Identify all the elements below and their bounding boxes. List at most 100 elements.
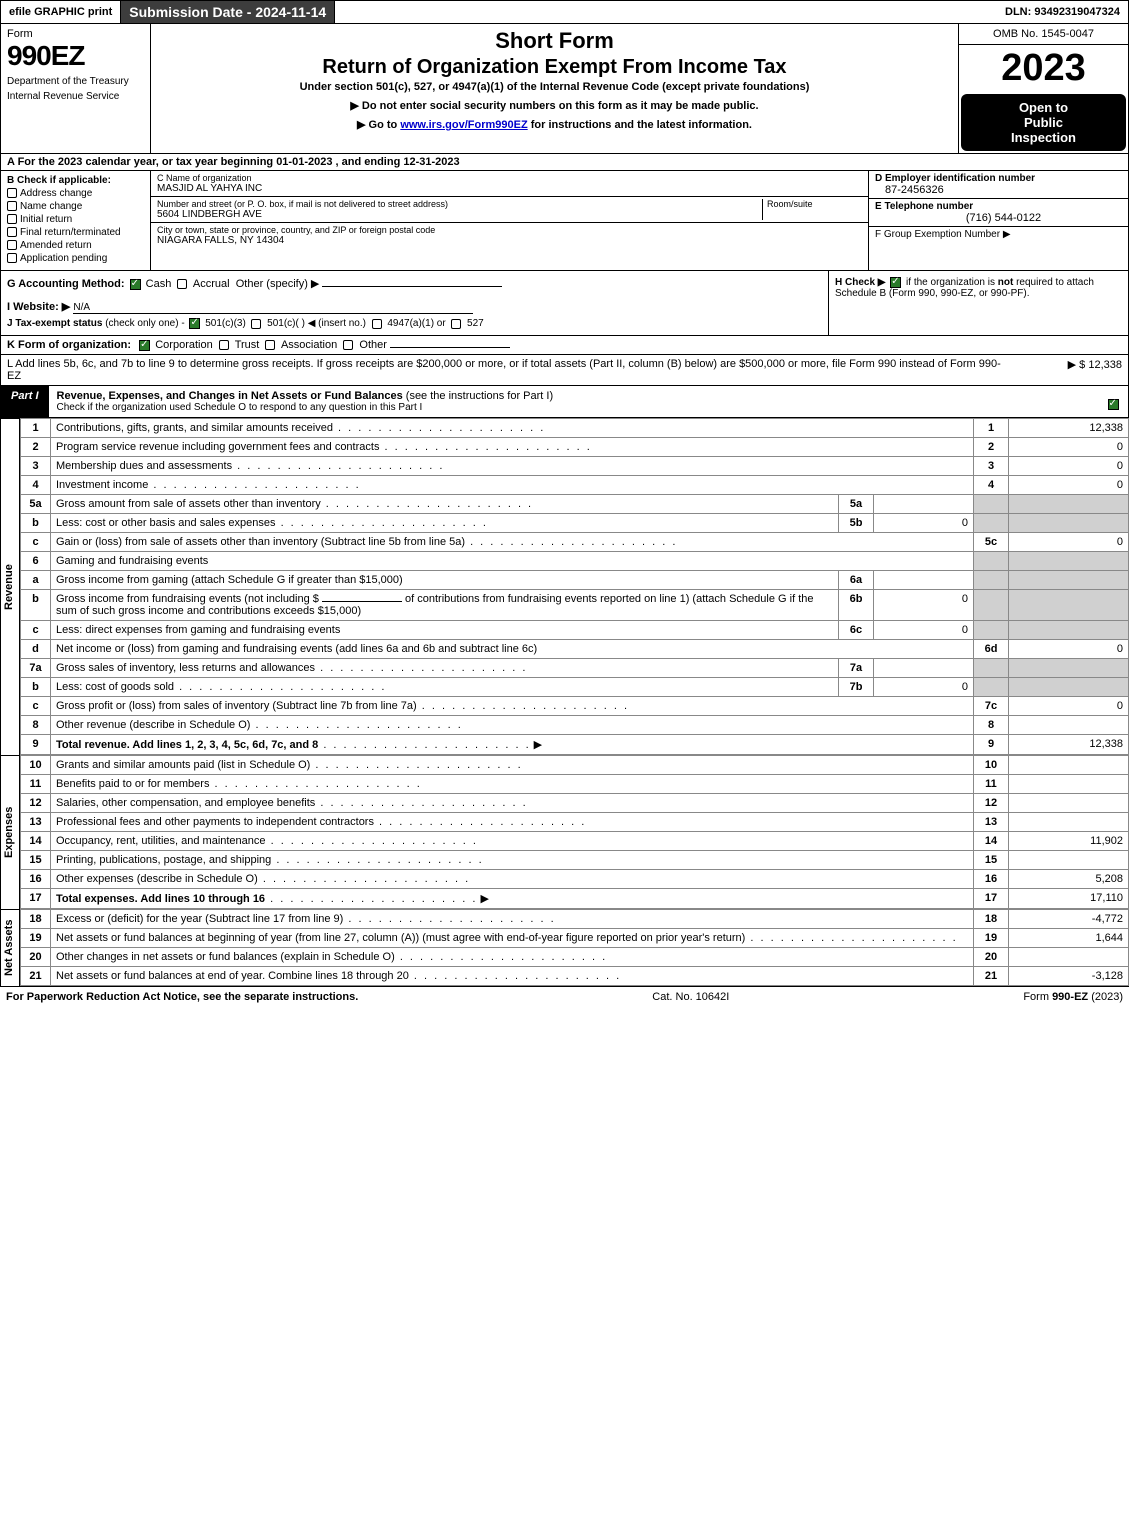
l7c-desc: Gross profit or (loss) from sales of inv… — [56, 700, 417, 712]
chk-application-pending[interactable]: Application pending — [7, 253, 144, 264]
chk-527-icon[interactable] — [451, 319, 461, 329]
subtitle: Under section 501(c), 527, or 4947(a)(1)… — [159, 81, 950, 93]
line-13: 13Professional fees and other payments t… — [21, 813, 1129, 832]
l7c-lnno: 7c — [974, 697, 1009, 716]
opt-initial: Initial return — [20, 214, 72, 225]
website-value: N/A — [73, 302, 473, 314]
form-word: Form — [7, 28, 144, 40]
part1-header: Part I Revenue, Expenses, and Changes in… — [0, 386, 1129, 418]
l7a-grey2 — [1009, 659, 1129, 678]
chk-address-change[interactable]: Address change — [7, 188, 144, 199]
l2-lnno: 2 — [974, 438, 1009, 457]
efile-label[interactable]: efile GRAPHIC print — [1, 1, 121, 23]
l5a-sa — [874, 495, 974, 514]
chk-amended-return[interactable]: Amended return — [7, 240, 144, 251]
l5a-grey — [974, 495, 1009, 514]
footer-right: Form 990-EZ (2023) — [1023, 991, 1123, 1003]
netassets-vlabel: Net Assets — [0, 909, 20, 986]
g-other-input[interactable] — [322, 286, 502, 287]
l18-num: 18 — [21, 910, 51, 929]
l6c-sa: 0 — [874, 621, 974, 640]
chk-name-change[interactable]: Name change — [7, 201, 144, 212]
g-accrual: Accrual — [193, 278, 230, 290]
group-label: F Group Exemption Number ▶ — [875, 229, 1011, 240]
l21-amt: -3,128 — [1009, 967, 1129, 986]
l6a-grey2 — [1009, 571, 1129, 590]
l8-lnno: 8 — [974, 716, 1009, 735]
g-label: G Accounting Method: — [7, 278, 125, 290]
h-txt1: if the organization is — [906, 277, 998, 288]
chk-final-return[interactable]: Final return/terminated — [7, 227, 144, 238]
l6c-grey2 — [1009, 621, 1129, 640]
tel-value: (716) 544-0122 — [885, 212, 1122, 224]
l11-desc: Benefits paid to or for members — [56, 778, 209, 790]
irs-link[interactable]: www.irs.gov/Form990EZ — [400, 119, 527, 131]
tel-label: E Telephone number — [875, 201, 973, 212]
dln-label: DLN: 93492319047324 — [997, 1, 1128, 23]
l6b-sa: 0 — [874, 590, 974, 621]
line-5a: 5aGross amount from sale of assets other… — [21, 495, 1129, 514]
l2-num: 2 — [21, 438, 51, 457]
l10-lnno: 10 — [974, 756, 1009, 775]
k-other-input[interactable] — [390, 347, 510, 348]
l12-amt — [1009, 794, 1129, 813]
l20-num: 20 — [21, 948, 51, 967]
chk-4947-icon[interactable] — [372, 319, 382, 329]
l6c-grey — [974, 621, 1009, 640]
l5a-grey2 — [1009, 495, 1129, 514]
box-c: C Name of organization MASJID AL YAHYA I… — [151, 171, 868, 270]
expenses-vlabel: Expenses — [0, 755, 20, 909]
l14-lnno: 14 — [974, 832, 1009, 851]
l4-num: 4 — [21, 476, 51, 495]
expenses-table: 10Grants and similar amounts paid (list … — [20, 755, 1129, 909]
addr-cell: Number and street (or P. O. box, if mail… — [151, 197, 868, 223]
chk-initial-return[interactable]: Initial return — [7, 214, 144, 225]
chk-501c3-icon — [189, 318, 200, 329]
checkbox-icon — [7, 188, 17, 198]
top-bar: efile GRAPHIC print Submission Date - 20… — [0, 0, 1129, 24]
part1-tab: Part I — [1, 386, 49, 417]
ein-value: 87-2456326 — [885, 184, 1122, 196]
l7b-sl: 7b — [839, 678, 874, 697]
l6a-num: a — [21, 571, 51, 590]
open-line2: Public — [965, 115, 1122, 130]
l21-lnno: 21 — [974, 967, 1009, 986]
l6b-num: b — [21, 590, 51, 621]
chk-other-icon[interactable] — [343, 340, 353, 350]
instr-goto-pre: ▶ Go to — [357, 119, 400, 131]
revenue-vlabel: Revenue — [0, 418, 20, 755]
l7c-num: c — [21, 697, 51, 716]
open-line1: Open to — [965, 100, 1122, 115]
header-left: Form 990EZ Department of the Treasury In… — [1, 24, 151, 153]
l6a-sl: 6a — [839, 571, 874, 590]
l4-amt: 0 — [1009, 476, 1129, 495]
l11-num: 11 — [21, 775, 51, 794]
l5b-grey2 — [1009, 514, 1129, 533]
l2-amt: 0 — [1009, 438, 1129, 457]
room-label: Room/suite — [767, 199, 862, 209]
l4-lnno: 4 — [974, 476, 1009, 495]
g-cash: Cash — [146, 278, 172, 290]
chk-trust-icon[interactable] — [219, 340, 229, 350]
j-501c3: 501(c)(3) — [205, 318, 246, 329]
l6b-blank[interactable] — [322, 601, 402, 602]
line-g: G Accounting Method: Cash Accrual Other … — [7, 277, 822, 290]
l16-desc: Other expenses (describe in Schedule O) — [56, 873, 258, 885]
box-b: B Check if applicable: Address change Na… — [1, 171, 151, 270]
l18-lnno: 18 — [974, 910, 1009, 929]
line-16: 16Other expenses (describe in Schedule O… — [21, 870, 1129, 889]
checkbox-icon — [7, 201, 17, 211]
opt-final: Final return/terminated — [20, 227, 121, 238]
chk-assoc-icon[interactable] — [265, 340, 275, 350]
l5b-desc: Less: cost or other basis and sales expe… — [56, 517, 276, 529]
l11-lnno: 11 — [974, 775, 1009, 794]
l5b-num: b — [21, 514, 51, 533]
line-l: L Add lines 5b, 6c, and 7b to line 9 to … — [0, 355, 1129, 386]
chk-accrual-icon[interactable] — [177, 279, 187, 289]
l15-desc: Printing, publications, postage, and shi… — [56, 854, 271, 866]
netassets-table: 18Excess or (deficit) for the year (Subt… — [20, 909, 1129, 986]
expenses-section: Expenses 10Grants and similar amounts pa… — [0, 755, 1129, 909]
j-501c: 501(c)( ) ◀ (insert no.) — [267, 318, 366, 329]
chk-501c-icon[interactable] — [251, 319, 261, 329]
footer: For Paperwork Reduction Act Notice, see … — [0, 986, 1129, 1007]
